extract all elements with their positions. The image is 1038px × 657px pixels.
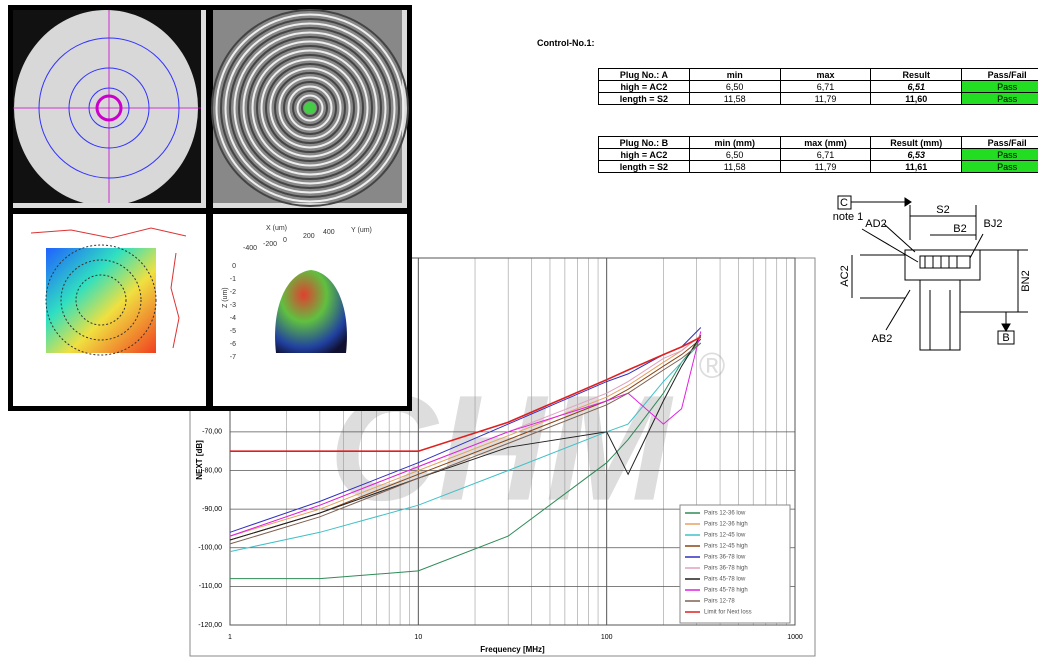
drawing-label: note 1: [833, 211, 864, 223]
table-cell: Plug No.: A: [599, 69, 690, 81]
y-tick-label: -100,00: [198, 545, 222, 552]
surface-tick: -2: [230, 289, 236, 296]
legend-label: Pairs 12-36 low: [704, 511, 746, 517]
surface-tick: 0: [283, 237, 287, 244]
table-cell: Result: [871, 69, 962, 81]
table-cell: 11,61: [871, 161, 962, 173]
table-cell: 6,51: [871, 81, 962, 93]
table-cell: 11,79: [780, 161, 871, 173]
y-tick-label: -90,00: [202, 506, 222, 513]
table-cell: 11,58: [689, 161, 780, 173]
legend-label: Pairs 36-78 high: [704, 566, 748, 572]
surface-tick: -200: [263, 241, 277, 248]
surface-tick: -5: [230, 328, 236, 335]
surface-tick: -400: [243, 245, 257, 252]
table-cell: high = AC2: [599, 149, 690, 161]
table-cell: high = AC2: [599, 81, 690, 93]
control-title: Control-No.1:: [537, 38, 595, 48]
drawing-label: AB2: [872, 333, 893, 345]
measurement-window: X (um) Y (um) Z (um) -400 -200 0 200 400 0 -1 -2 -3…: [8, 5, 412, 411]
surface-tick: -1: [230, 276, 236, 283]
surface-axis-title: X (um): [266, 225, 287, 232]
legend-label: Pairs 36-78 low: [704, 555, 746, 561]
table-cell: 6,50: [689, 81, 780, 93]
drawing-label: AC2: [839, 265, 851, 286]
legend-label: Pairs 12-78: [704, 599, 735, 605]
surface-axis-title: Z (um): [222, 287, 229, 308]
table-cell: 11,60: [871, 93, 962, 105]
drawing-label: BN2: [1020, 270, 1032, 291]
surface-tick: -6: [230, 341, 236, 348]
table-cell: Result (mm): [871, 137, 962, 149]
surface-tick: -7: [230, 354, 236, 361]
table-cell: Pass/Fail: [962, 69, 1038, 81]
table-cell: Plug No.: B: [599, 137, 690, 149]
surface-axis-title: Y (um): [351, 227, 372, 234]
fringe-center: [304, 102, 316, 114]
surface-tick: -4: [230, 315, 236, 322]
surface-tick: -3: [230, 302, 236, 309]
table-cell: 6,71: [780, 149, 871, 161]
table-cell: max (mm): [780, 137, 871, 149]
table-cell: 6,50: [689, 149, 780, 161]
legend-label: Pairs 45-78 high: [704, 588, 748, 594]
table-cell: Pass/Fail: [962, 137, 1038, 149]
table-cell: Pass: [962, 161, 1038, 173]
table-cell: Pass: [962, 149, 1038, 161]
y-tick-label: -80,00: [202, 467, 222, 474]
table-cell: 6,53: [871, 149, 962, 161]
legend-label: Limit for Next loss: [704, 610, 752, 616]
table-cell: 11,79: [780, 93, 871, 105]
drawing-label: B2: [953, 223, 966, 235]
x-tick-label: 1: [228, 634, 232, 641]
legend-label: Pairs 12-45 low: [704, 533, 746, 539]
table-cell: min: [689, 69, 780, 81]
table-cell: Pass: [962, 81, 1038, 93]
surface-tick: 0: [232, 263, 236, 270]
drawing-label: AD2: [865, 218, 886, 230]
y-tick-label: -110,00: [199, 583, 222, 590]
x-tick-label: 100: [601, 634, 613, 641]
table-cell: min (mm): [689, 137, 780, 149]
table-cell: length = S2: [599, 161, 690, 173]
table-cell: length = S2: [599, 93, 690, 105]
surface-tick: 200: [303, 233, 315, 240]
legend-label: Pairs 12-36 high: [704, 522, 748, 528]
table-cell: max: [780, 69, 871, 81]
table-cell: 6,71: [780, 81, 871, 93]
table-row: high = AC26,506,716,51Pass: [599, 81, 1038, 93]
x-axis-title: Frequency [MHz]: [480, 645, 545, 654]
watermark-mark: ®: [699, 345, 726, 386]
drawing-label: B: [1002, 332, 1009, 344]
y-axis-title: NEXT [dB]: [195, 440, 204, 480]
drawing-label: C: [840, 197, 848, 209]
surface-tick: 400: [323, 229, 335, 236]
page: CS2note 1AD2B2BJ2AC2BN2AB2BCHM®110100100…: [0, 0, 1038, 657]
y-tick-label: -70,00: [202, 429, 222, 436]
y-tick-label: -120,00: [198, 622, 222, 629]
x-tick-label: 10: [414, 634, 422, 641]
table-cell: Pass: [962, 93, 1038, 105]
drawing-label: S2: [936, 204, 949, 216]
legend-label: Pairs 12-45 high: [704, 544, 748, 550]
table-cell: 11,58: [689, 93, 780, 105]
measurement-panels: X (um) Y (um) Z (um) -400 -200 0 200 400 0 -1 -2 -3…: [11, 8, 409, 408]
x-tick-label: 1000: [787, 634, 803, 641]
drawing-label: BJ2: [984, 218, 1003, 230]
legend-label: Pairs 45-78 low: [704, 577, 746, 583]
